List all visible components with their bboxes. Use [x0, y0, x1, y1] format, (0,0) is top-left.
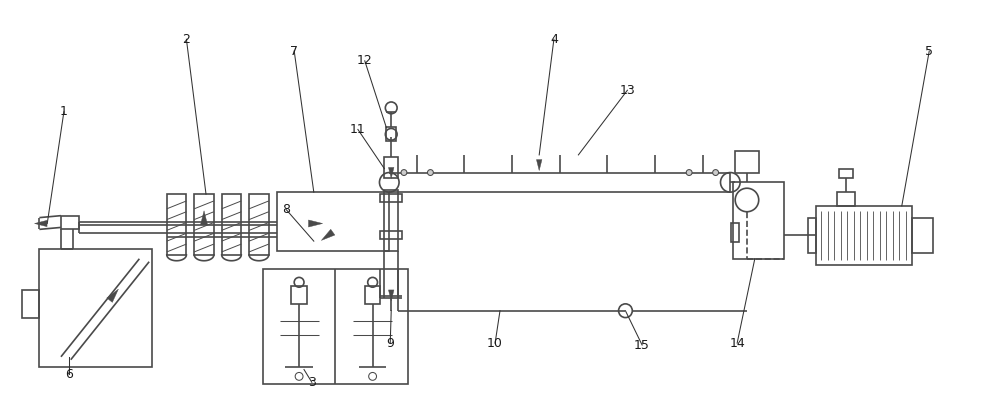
- Bar: [384, 190, 398, 251]
- Bar: [816, 206, 912, 265]
- Bar: [291, 286, 307, 304]
- Polygon shape: [388, 168, 394, 178]
- Text: 9: 9: [386, 337, 394, 349]
- Bar: [222, 194, 241, 255]
- Bar: [735, 151, 759, 173]
- Polygon shape: [107, 289, 118, 302]
- Polygon shape: [536, 160, 542, 171]
- Bar: [61, 216, 79, 229]
- Bar: [263, 269, 408, 384]
- Text: 5: 5: [925, 45, 933, 58]
- Bar: [731, 222, 739, 242]
- Circle shape: [686, 170, 692, 176]
- Bar: [365, 286, 380, 304]
- Text: 7: 7: [290, 45, 298, 58]
- Text: 10: 10: [487, 337, 503, 349]
- Bar: [277, 192, 389, 251]
- Text: 8: 8: [282, 203, 290, 216]
- Bar: [808, 218, 816, 253]
- Bar: [380, 231, 402, 239]
- Polygon shape: [309, 220, 323, 227]
- Text: 12: 12: [357, 54, 373, 67]
- Circle shape: [401, 170, 407, 176]
- Bar: [167, 194, 186, 255]
- Bar: [249, 194, 269, 255]
- Text: 14: 14: [729, 337, 745, 349]
- Circle shape: [713, 170, 719, 176]
- Bar: [22, 290, 39, 318]
- Bar: [839, 169, 853, 178]
- Text: 1: 1: [60, 105, 68, 118]
- Bar: [912, 218, 933, 253]
- Text: 11: 11: [350, 123, 366, 136]
- Polygon shape: [34, 220, 47, 226]
- Bar: [386, 127, 396, 141]
- Polygon shape: [321, 229, 335, 240]
- Bar: [39, 249, 152, 367]
- Text: 4: 4: [550, 33, 558, 46]
- Circle shape: [427, 170, 433, 176]
- Bar: [380, 194, 402, 202]
- Bar: [837, 192, 855, 206]
- Polygon shape: [388, 290, 394, 301]
- Text: 15: 15: [634, 339, 650, 351]
- Bar: [384, 157, 398, 178]
- Text: 2: 2: [182, 33, 190, 46]
- Text: 6: 6: [65, 368, 73, 381]
- Text: 13: 13: [620, 84, 635, 97]
- Polygon shape: [201, 211, 208, 225]
- Text: 3: 3: [308, 376, 316, 389]
- Bar: [733, 182, 784, 259]
- Bar: [194, 194, 214, 255]
